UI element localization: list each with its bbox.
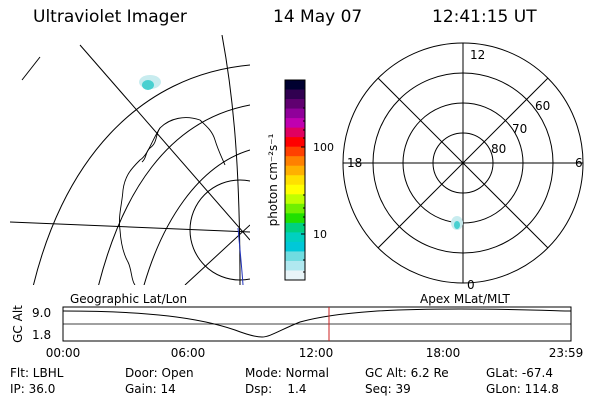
status-door: Door: Open	[125, 366, 194, 380]
graticule-arc-outer	[33, 64, 250, 285]
colorbar-segment	[285, 127, 305, 138]
colorbar	[285, 80, 305, 281]
graticule-line-tick	[21, 56, 41, 81]
coastline-detail	[141, 127, 161, 163]
colorbar-tick-100: 100	[313, 141, 334, 154]
polar-mlt-label-18: 18	[347, 156, 362, 170]
graticule-arc-2	[98, 104, 250, 285]
colorbar-segment	[285, 260, 305, 271]
geo-auroral-spot	[139, 75, 161, 90]
status-glon: GLon: 114.8	[486, 382, 559, 396]
colorbar-unit-label: photon cm⁻²s⁻¹	[266, 133, 280, 226]
colorbar-segment	[285, 118, 305, 129]
colorbar-segment	[285, 80, 305, 91]
colorbar-segment	[285, 156, 305, 167]
graticule-meridian	[221, 35, 241, 285]
orbit-x-tick-2359: 23:59	[549, 346, 584, 360]
orbit-y-tick-9: 9.0	[32, 306, 51, 320]
colorbar-segment	[285, 213, 305, 224]
geographic-map	[10, 35, 250, 285]
graticule-line-horizontal	[10, 221, 250, 233]
colorbar-segment	[285, 270, 305, 281]
polar-ring-label-60: 60	[535, 99, 550, 113]
colorbar-segment	[285, 232, 305, 243]
colorbar-segment	[285, 108, 305, 119]
status-dsp: Dsp: 1.4	[245, 382, 307, 396]
orbit-y-tick-1-8: 1.8	[32, 328, 51, 342]
colorbar-segment	[285, 89, 305, 100]
colorbar-segment	[285, 241, 305, 252]
orbit-x-tick-1800: 18:00	[426, 346, 461, 360]
colorbar-segment	[285, 222, 305, 233]
polar-auroral-spot	[451, 216, 463, 230]
polar-plot	[342, 42, 584, 284]
colorbar-segment	[285, 251, 305, 262]
polar-mlt-label-6: 6	[575, 156, 583, 170]
polar-axis-diag-2	[377, 77, 549, 249]
colorbar-segment	[285, 203, 305, 214]
polar-ring-label-80: 80	[491, 142, 506, 156]
orbit-altitude-curve	[62, 308, 572, 338]
colorbar-segment	[285, 194, 305, 205]
instrument-title: Ultraviolet Imager	[33, 7, 187, 27]
colorbar-segment	[285, 137, 305, 148]
status-seq: Seq: 39	[365, 382, 411, 396]
graticule-line-diagonal-1	[79, 44, 250, 241]
colorbar-segment	[285, 146, 305, 157]
colorbar-segment	[285, 165, 305, 176]
orbit-axis-label: GC Alt	[11, 305, 25, 343]
status-ip: IP: 36.0	[10, 382, 56, 396]
time-label: 12:41:15 UT	[432, 7, 537, 27]
colorbar-frame	[284, 79, 306, 281]
polar-ring-label-70: 70	[512, 122, 527, 136]
status-glat: GLat: -67.4	[486, 366, 553, 380]
colorbar-segment	[285, 175, 305, 186]
polar-mlt-label-12: 12	[470, 48, 485, 62]
orbit-right-label: Apex MLat/MLT	[420, 292, 510, 306]
colorbar-ticks	[301, 107, 305, 273]
orbit-track	[237, 227, 244, 285]
date-label: 14 May 07	[273, 7, 363, 27]
colorbar-segment	[285, 184, 305, 195]
status-mode: Mode: Normal	[245, 366, 329, 380]
status-gc-alt: GC Alt: 6.2 Re	[365, 366, 449, 380]
colorbar-segment	[285, 99, 305, 110]
orbit-left-label: Geographic Lat/Lon	[70, 292, 187, 306]
status-filter: Flt: LBHL	[10, 366, 64, 380]
polar-mlt-label-0: 0	[467, 278, 475, 292]
orbit-x-tick-0600: 06:00	[171, 346, 206, 360]
graticule-arc-3	[143, 149, 250, 285]
orbit-x-tick-1200: 12:00	[299, 346, 334, 360]
orbit-x-tick-0000: 00:00	[46, 346, 81, 360]
status-gain: Gain: 14	[125, 382, 176, 396]
colorbar-tick-10: 10	[313, 228, 327, 241]
orbit-panel: Geographic Lat/Lon Apex MLat/MLT 9.0 1.8…	[11, 292, 583, 360]
coastline	[119, 117, 226, 285]
